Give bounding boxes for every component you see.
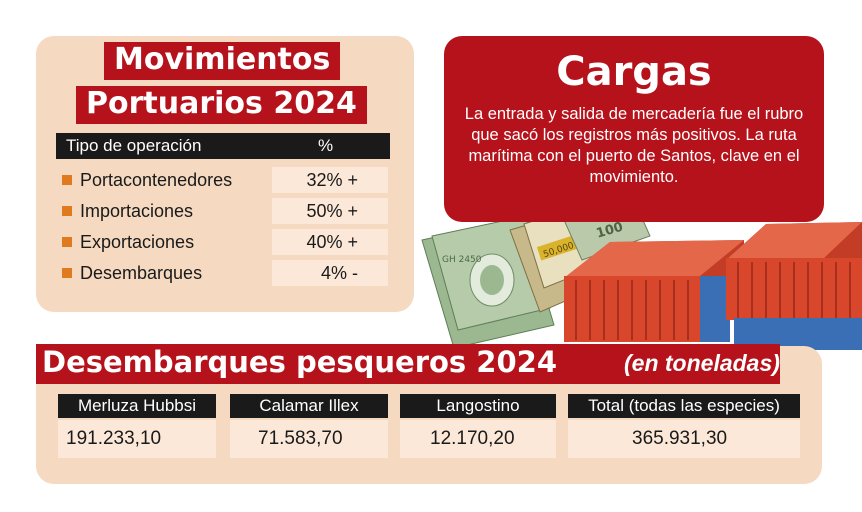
- percent-header: %: [318, 136, 334, 155]
- operation-value: 4% -: [320, 263, 358, 283]
- operations-table-header: Tipo de operación %: [56, 133, 390, 159]
- operation-value: 40% +: [306, 232, 358, 252]
- species-value: 12.170,20: [430, 428, 515, 449]
- shipping-container-icon: [726, 222, 862, 350]
- operation-value-cell: 4% -: [272, 260, 388, 286]
- cargo-illustration: GH 2450 50,000 100: [414, 199, 862, 350]
- table-row: Exportaciones 40% +: [56, 229, 390, 255]
- species-value-cell: 71.583,70: [230, 420, 388, 458]
- species-value-cell: 191.233,10: [58, 420, 216, 458]
- total-header: Total (todas las especies): [568, 394, 800, 418]
- operation-type-header: Tipo de operación: [66, 136, 202, 155]
- operation-value: 32% +: [306, 170, 358, 190]
- table-row: Portacontenedores 32% +: [56, 167, 390, 193]
- port-movements-title-line1: Movimientos: [104, 42, 341, 80]
- species-header-label: Calamar Illex: [259, 396, 359, 415]
- fishing-title: Desembarques pesqueros 2024: [42, 345, 558, 379]
- operation-value-cell: 40% +: [272, 229, 388, 255]
- table-row: Importaciones 50% +: [56, 198, 390, 224]
- operation-label: Importaciones: [80, 201, 194, 221]
- operation-value: 50% +: [306, 201, 358, 221]
- cargas-title: Cargas: [556, 49, 712, 95]
- operation-label: Exportaciones: [80, 232, 195, 252]
- operation-label: Portacontenedores: [80, 170, 233, 190]
- operation-label: Desembarques: [80, 263, 203, 283]
- operation-value-cell: 50% +: [272, 198, 388, 224]
- species-value-cell: 12.170,20: [400, 420, 556, 458]
- shipping-container-icon: [564, 240, 744, 342]
- species-header: Merluza Hubbsi: [58, 394, 216, 418]
- total-value-cell: 365.931,30: [568, 420, 800, 458]
- species-value: 191.233,10: [66, 428, 162, 449]
- species-header-label: Langostino: [436, 396, 520, 415]
- money-and-containers-icon: GH 2450 50,000 100: [421, 199, 862, 350]
- bullet-icon: [62, 268, 72, 278]
- fishing-title-band: Desembarques pesqueros 2024 (en tonelada…: [36, 344, 780, 384]
- banknote-label-2: 100: [595, 220, 625, 242]
- bullet-icon: [62, 206, 72, 216]
- species-header-label: Merluza Hubbsi: [77, 396, 197, 415]
- total-value: 365.931,30: [632, 428, 728, 449]
- fishing-subtitle: (en toneladas): [624, 350, 780, 376]
- species-header: Calamar Illex: [230, 394, 388, 418]
- table-row: Desembarques 4% -: [56, 260, 390, 286]
- operation-value-cell: 32% +: [272, 167, 388, 193]
- svg-text:GH 2450: GH 2450: [442, 255, 482, 265]
- species-value: 71.583,70: [258, 428, 343, 449]
- port-movements-title-line2: Portuarios 2024: [76, 86, 367, 124]
- cargas-description: La entrada y salida de mercadería fue el…: [464, 105, 804, 186]
- bullet-icon: [62, 175, 72, 185]
- cargas-callout: Cargas La entrada y salida de mercadería…: [444, 36, 824, 222]
- total-header-label: Total (todas las especies): [588, 396, 780, 415]
- species-header: Langostino: [400, 394, 556, 418]
- bullet-icon: [62, 237, 72, 247]
